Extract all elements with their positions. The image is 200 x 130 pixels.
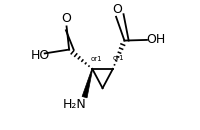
Text: H₂N: H₂N [62, 98, 86, 111]
Text: OH: OH [146, 33, 166, 46]
Polygon shape [82, 69, 93, 98]
Text: HO: HO [31, 50, 50, 63]
Text: or1: or1 [112, 55, 124, 61]
Text: or1: or1 [91, 56, 103, 62]
Text: O: O [61, 12, 71, 25]
Text: O: O [112, 3, 122, 16]
